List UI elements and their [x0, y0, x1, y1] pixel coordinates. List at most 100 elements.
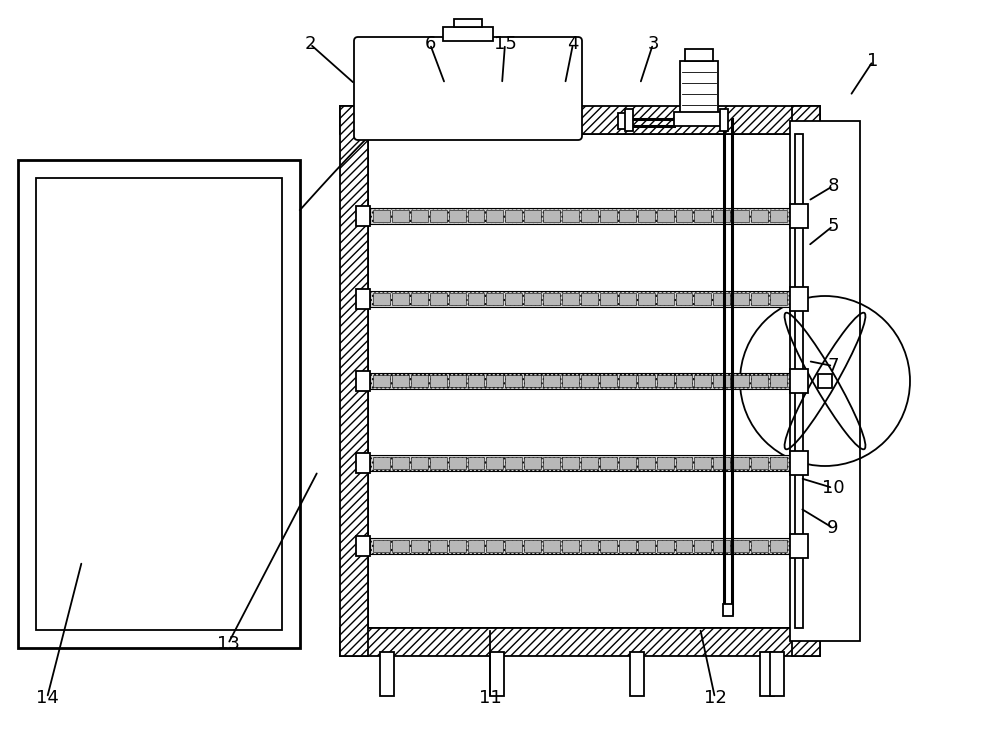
Bar [340, 106, 368, 656]
Bar [543, 293, 560, 305]
Text: 10: 10 [822, 479, 844, 497]
Bar [657, 210, 674, 222]
Bar [443, 27, 493, 41]
Bar [657, 457, 674, 469]
Bar [638, 293, 655, 305]
Bar [449, 540, 466, 552]
Bar [373, 375, 390, 387]
Bar [770, 375, 787, 387]
Bar [676, 540, 692, 552]
Bar [373, 210, 390, 222]
Bar [356, 371, 370, 391]
Bar [356, 454, 370, 473]
Bar [581, 210, 598, 222]
Bar [370, 290, 790, 307]
Bar [732, 293, 749, 305]
Bar [449, 210, 466, 222]
Bar [392, 457, 409, 469]
Bar [625, 109, 633, 131]
Bar [392, 293, 409, 305]
Bar [720, 109, 728, 131]
Text: 15: 15 [494, 35, 516, 53]
Bar [524, 375, 541, 387]
Bar [751, 375, 768, 387]
Text: 13: 13 [217, 635, 239, 653]
Bar [340, 106, 820, 134]
Bar [676, 210, 692, 222]
Bar [795, 134, 803, 628]
Bar [581, 540, 598, 552]
Bar [600, 210, 617, 222]
Bar [505, 540, 522, 552]
Bar [524, 210, 541, 222]
Bar [543, 540, 560, 552]
Bar [581, 457, 598, 469]
Bar [694, 540, 711, 552]
Bar [770, 652, 784, 696]
Bar [411, 375, 428, 387]
Bar [713, 457, 730, 469]
Bar [790, 287, 808, 311]
Text: 11: 11 [479, 689, 501, 707]
Bar [486, 293, 503, 305]
Bar [411, 540, 428, 552]
FancyBboxPatch shape [354, 37, 582, 140]
Bar [36, 178, 282, 630]
Bar [543, 375, 560, 387]
Bar [694, 457, 711, 469]
Bar [486, 457, 503, 469]
Bar [505, 210, 522, 222]
Text: 3: 3 [647, 35, 659, 53]
Bar [370, 538, 790, 553]
Bar [543, 457, 560, 469]
Bar [751, 540, 768, 552]
Bar [486, 210, 503, 222]
Bar [468, 293, 484, 305]
Bar [430, 457, 447, 469]
Bar [524, 293, 541, 305]
Text: 9: 9 [827, 519, 839, 537]
Text: 6: 6 [424, 35, 436, 53]
Bar [562, 375, 579, 387]
Bar [411, 457, 428, 469]
Bar [505, 293, 522, 305]
Bar [676, 375, 692, 387]
Text: 4: 4 [567, 35, 579, 53]
Bar [619, 540, 636, 552]
Bar [370, 209, 790, 225]
Bar [685, 49, 713, 61]
Bar [619, 210, 636, 222]
Bar [619, 457, 636, 469]
Bar [562, 540, 579, 552]
Bar [713, 210, 730, 222]
Bar [430, 540, 447, 552]
Bar [340, 628, 820, 656]
Text: 12: 12 [704, 689, 726, 707]
Bar [732, 210, 749, 222]
Bar [600, 540, 617, 552]
Bar [638, 457, 655, 469]
Bar [562, 210, 579, 222]
Bar [581, 293, 598, 305]
Bar [694, 210, 711, 222]
Bar [790, 534, 808, 558]
Bar [380, 652, 394, 696]
Bar [373, 540, 390, 552]
Bar [732, 375, 749, 387]
Bar [630, 652, 644, 696]
Bar [600, 293, 617, 305]
Bar [356, 536, 370, 556]
Bar [486, 540, 503, 552]
Bar [657, 540, 674, 552]
Bar [657, 293, 674, 305]
Bar [562, 293, 579, 305]
Bar [490, 652, 504, 696]
Bar [770, 457, 787, 469]
Bar [638, 375, 655, 387]
Bar [619, 375, 636, 387]
Bar [618, 113, 630, 129]
Bar [392, 540, 409, 552]
Bar [751, 210, 768, 222]
Bar [449, 293, 466, 305]
Bar [600, 375, 617, 387]
